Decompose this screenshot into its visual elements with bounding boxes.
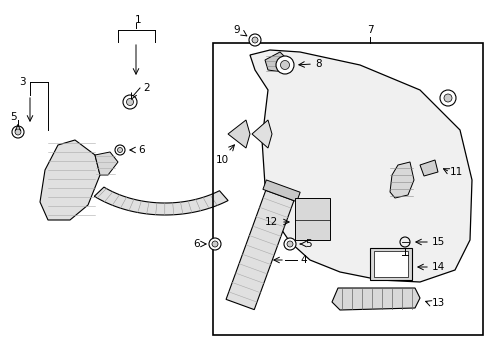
Text: 6: 6 [194,239,200,249]
Polygon shape [265,52,288,72]
Text: 13: 13 [432,298,445,308]
Circle shape [118,148,122,153]
Polygon shape [94,187,228,215]
Circle shape [276,56,294,74]
Text: 11: 11 [450,167,463,177]
Text: 14: 14 [432,262,445,272]
Circle shape [280,60,290,69]
Circle shape [252,37,258,43]
Circle shape [115,145,125,155]
Circle shape [440,90,456,106]
Circle shape [284,238,296,250]
Polygon shape [228,120,250,148]
Text: 7: 7 [367,25,373,35]
Text: 5: 5 [10,112,16,122]
Circle shape [126,99,133,105]
Text: 15: 15 [432,237,445,247]
Circle shape [444,94,452,102]
Text: 3: 3 [19,77,25,87]
Text: 9: 9 [234,25,240,35]
Polygon shape [95,152,118,175]
Text: 5: 5 [305,239,312,249]
Text: 6: 6 [138,145,145,155]
Text: 12: 12 [265,217,278,227]
Circle shape [12,126,24,138]
Polygon shape [263,180,300,202]
Polygon shape [252,120,272,148]
Text: 8: 8 [315,59,321,69]
Polygon shape [420,160,438,176]
Circle shape [123,95,137,109]
Circle shape [209,238,221,250]
Bar [374,251,408,277]
Text: 10: 10 [216,155,228,165]
Text: 4: 4 [300,255,307,265]
Circle shape [15,129,21,135]
Bar [213,43,483,335]
Polygon shape [40,140,100,220]
Text: 2: 2 [144,83,150,93]
Polygon shape [250,50,472,282]
Polygon shape [390,162,414,198]
Circle shape [249,34,261,46]
Bar [295,198,330,240]
Bar [370,248,412,280]
Polygon shape [332,288,420,310]
Polygon shape [226,190,294,310]
Circle shape [212,241,218,247]
Text: 1: 1 [135,15,141,25]
Circle shape [287,241,293,247]
